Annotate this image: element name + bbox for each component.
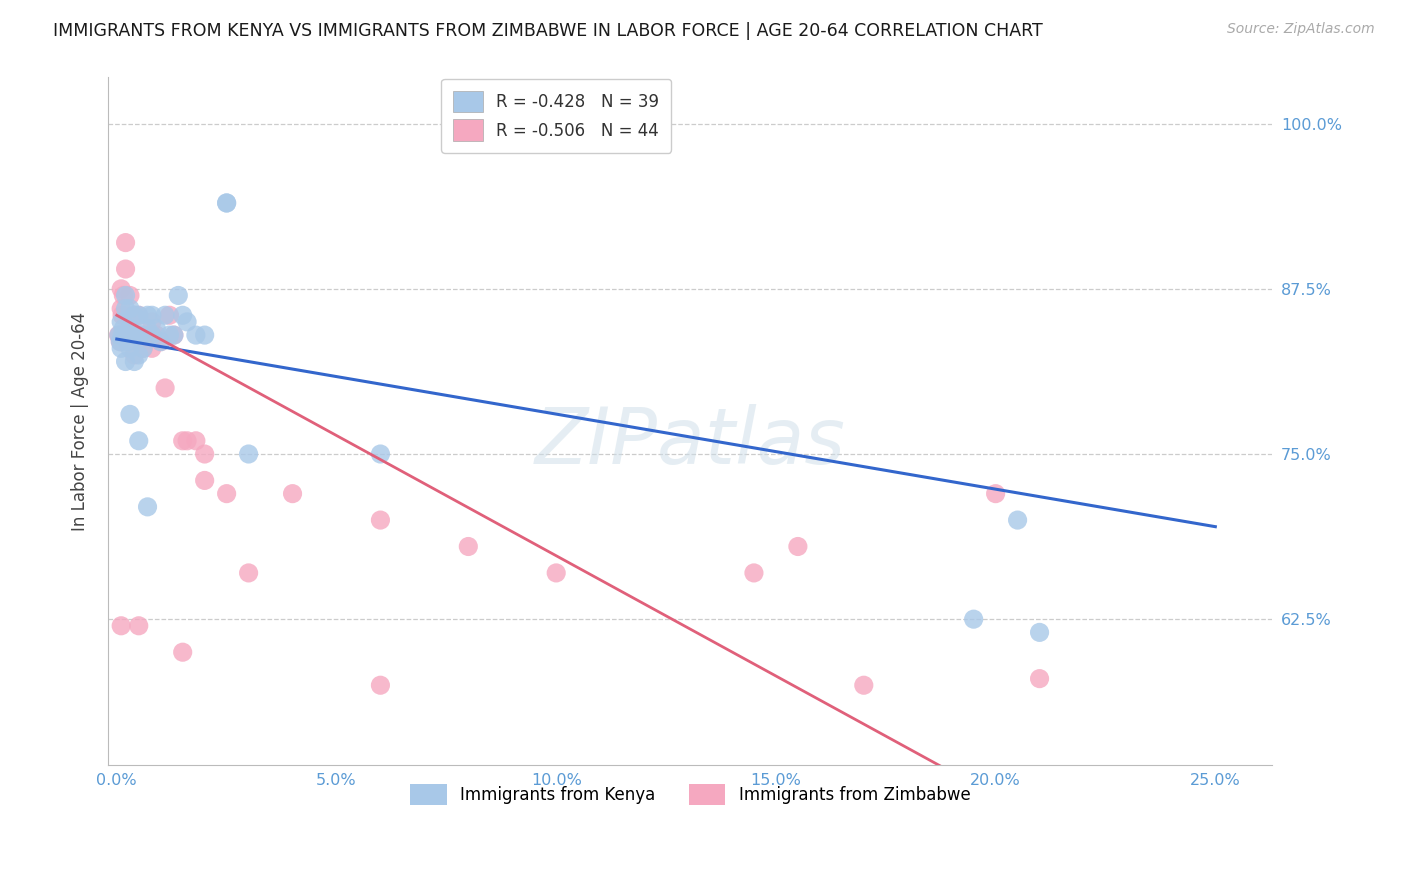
Point: [370, 513, 392, 527]
Point: [194, 447, 217, 461]
Point: [145, 328, 167, 343]
Point: [546, 566, 568, 580]
Point: [136, 328, 159, 343]
Point: [118, 341, 141, 355]
Point: [124, 354, 146, 368]
Point: [153, 381, 176, 395]
Point: [215, 486, 238, 500]
Point: [962, 612, 984, 626]
Point: [172, 308, 194, 322]
Point: [742, 566, 765, 580]
Point: [149, 334, 172, 349]
Point: [1028, 625, 1050, 640]
Point: [118, 315, 141, 329]
Point: [128, 308, 150, 322]
Point: [159, 328, 181, 343]
Point: [128, 308, 150, 322]
Point: [114, 235, 136, 250]
Point: [117, 328, 139, 343]
Point: [112, 288, 135, 302]
Point: [159, 308, 181, 322]
Point: [110, 341, 132, 355]
Point: [118, 321, 141, 335]
Point: [141, 308, 163, 322]
Point: [141, 328, 163, 343]
Point: [984, 486, 1007, 500]
Point: [118, 328, 141, 343]
Point: [128, 328, 150, 343]
Point: [238, 566, 260, 580]
Point: [141, 328, 163, 343]
Point: [141, 341, 163, 355]
Point: [128, 619, 150, 633]
Point: [114, 288, 136, 302]
Text: ZIPatlas: ZIPatlas: [534, 403, 845, 480]
Point: [172, 645, 194, 659]
Point: [176, 434, 198, 448]
Point: [132, 341, 155, 355]
Point: [124, 308, 146, 322]
Point: [238, 447, 260, 461]
Point: [118, 301, 141, 316]
Point: [1007, 513, 1029, 527]
Point: [176, 315, 198, 329]
Point: [114, 262, 136, 277]
Point: [111, 328, 134, 343]
Point: [370, 447, 392, 461]
Point: [136, 500, 159, 514]
Point: [110, 334, 132, 349]
Point: [124, 328, 146, 343]
Point: [457, 540, 479, 554]
Point: [163, 328, 186, 343]
Point: [110, 315, 132, 329]
Point: [1028, 672, 1050, 686]
Point: [786, 540, 808, 554]
Point: [111, 308, 134, 322]
Point: [110, 334, 132, 349]
Point: [110, 282, 132, 296]
Point: [136, 308, 159, 322]
Point: [128, 434, 150, 448]
Point: [370, 678, 392, 692]
Point: [132, 328, 155, 343]
Point: [117, 334, 139, 349]
Y-axis label: In Labor Force | Age 20-64: In Labor Force | Age 20-64: [72, 311, 89, 531]
Point: [132, 328, 155, 343]
Point: [136, 321, 159, 335]
Point: [118, 408, 141, 422]
Point: [128, 348, 150, 362]
Point: [110, 301, 132, 316]
Point: [108, 328, 131, 343]
Point: [112, 321, 135, 335]
Point: [184, 328, 207, 343]
Point: [149, 334, 172, 349]
Point: [184, 434, 207, 448]
Point: [124, 308, 146, 322]
Point: [163, 328, 186, 343]
Point: [172, 434, 194, 448]
Point: [145, 321, 167, 335]
Point: [107, 328, 129, 343]
Point: [132, 341, 155, 355]
Text: Source: ZipAtlas.com: Source: ZipAtlas.com: [1227, 22, 1375, 37]
Point: [215, 196, 238, 211]
Point: [114, 354, 136, 368]
Point: [110, 619, 132, 633]
Text: IMMIGRANTS FROM KENYA VS IMMIGRANTS FROM ZIMBABWE IN LABOR FORCE | AGE 20-64 COR: IMMIGRANTS FROM KENYA VS IMMIGRANTS FROM…: [53, 22, 1043, 40]
Point: [118, 288, 141, 302]
Point: [281, 486, 304, 500]
Point: [194, 328, 217, 343]
Point: [167, 288, 190, 302]
Point: [852, 678, 875, 692]
Point: [114, 301, 136, 316]
Point: [215, 196, 238, 211]
Point: [141, 315, 163, 329]
Point: [128, 328, 150, 343]
Point: [124, 328, 146, 343]
Point: [124, 348, 146, 362]
Legend: Immigrants from Kenya, Immigrants from Zimbabwe: Immigrants from Kenya, Immigrants from Z…: [401, 774, 980, 814]
Point: [194, 474, 217, 488]
Point: [153, 308, 176, 322]
